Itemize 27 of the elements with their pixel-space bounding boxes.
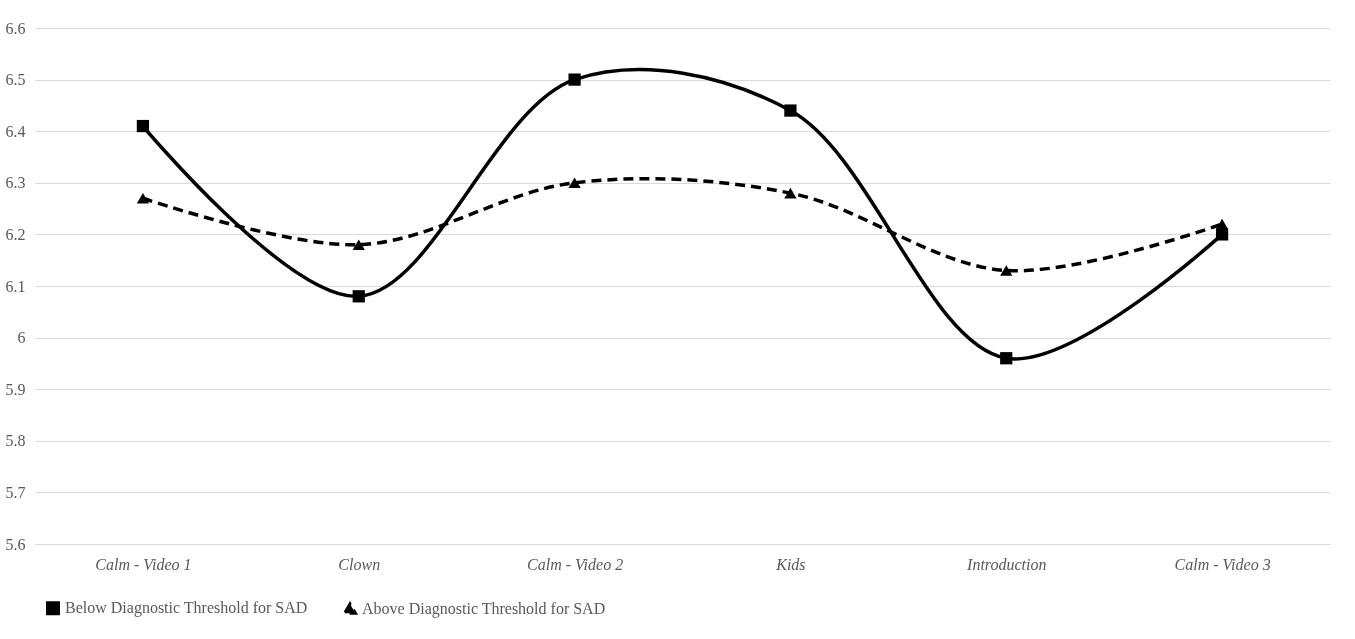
point xyxy=(352,290,365,303)
y-tick-label: 5.8 xyxy=(5,432,26,450)
point xyxy=(136,192,150,204)
point xyxy=(136,119,150,133)
y-tick-label: 5.7 xyxy=(5,483,26,501)
point xyxy=(352,239,365,251)
y-tick-label: 6 xyxy=(17,329,26,347)
legend-label: Above Diagnostic Threshold for SAD xyxy=(362,599,606,618)
x-tick-label: Calm - Video 1 xyxy=(95,555,192,573)
legend-label: Below Diagnostic Threshold for SAD xyxy=(65,599,308,618)
y-tick-label: 5.6 xyxy=(5,535,26,553)
x-tick-label: Clown xyxy=(338,555,381,573)
x-tick-label: Calm - Video 2 xyxy=(527,555,624,573)
point xyxy=(1000,265,1013,276)
x-tick-label: Introduction xyxy=(966,555,1047,573)
point xyxy=(1215,228,1229,241)
y-tick-label: 6.1 xyxy=(5,277,26,295)
y-tick-label: 6.6 xyxy=(5,19,26,37)
y-tick-label: 6.3 xyxy=(5,174,26,192)
point xyxy=(1000,352,1013,365)
y-tick-label: 6.5 xyxy=(5,71,26,89)
y-tick-label: 6.2 xyxy=(5,225,26,243)
x-tick-label: Calm - Video 3 xyxy=(1174,555,1271,573)
point xyxy=(1215,218,1229,230)
x-tick-label: Kids xyxy=(775,555,806,573)
y-tick-label: 6.4 xyxy=(5,122,26,140)
y-tick-label: 5.9 xyxy=(5,380,26,398)
